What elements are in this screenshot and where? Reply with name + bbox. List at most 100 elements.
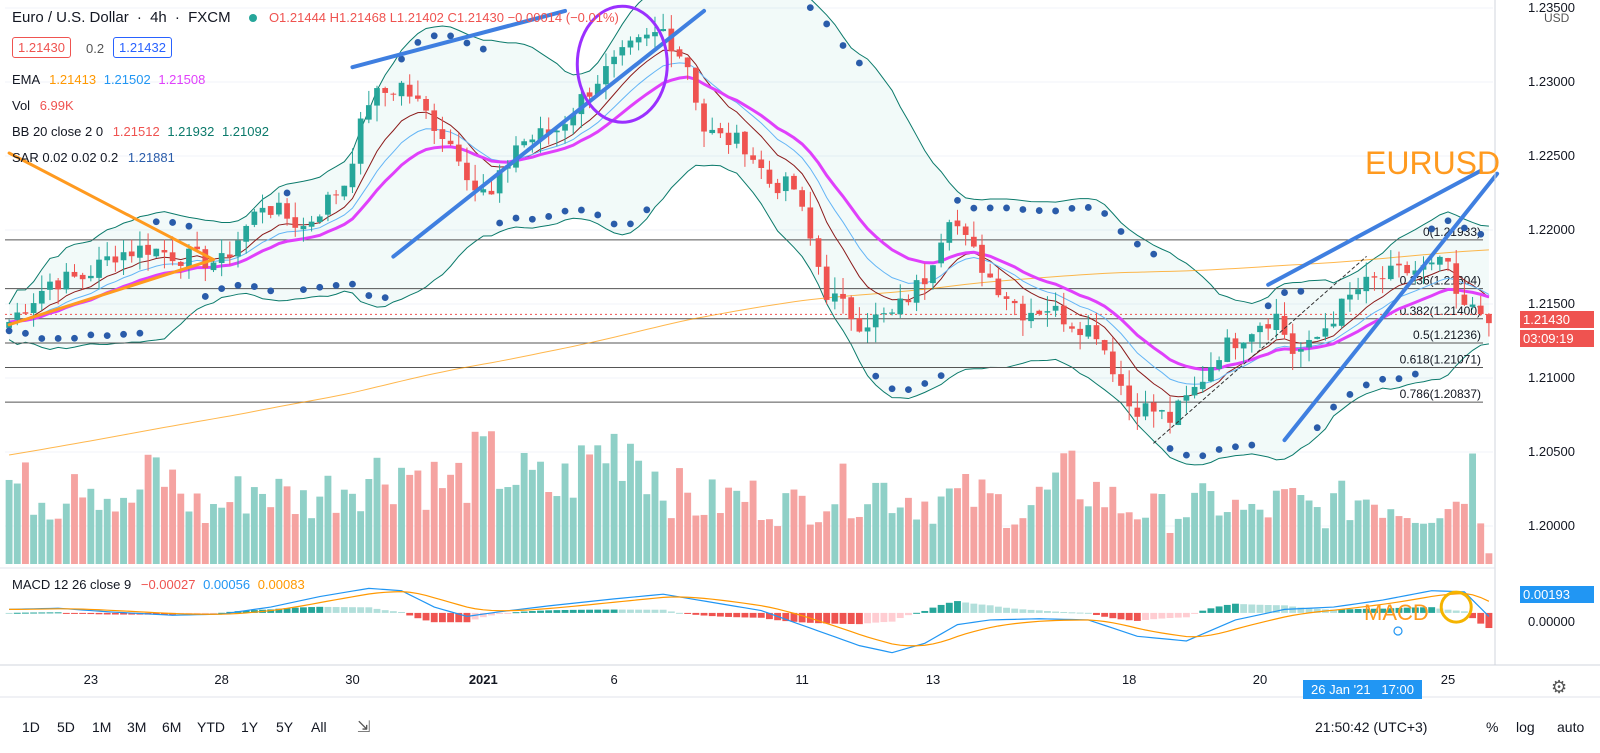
volume-bar	[1223, 512, 1231, 564]
sar-legend[interactable]: SAR 0.02 0.02 0.2 1.21881	[12, 150, 175, 165]
volume-bar	[676, 468, 683, 564]
macd-histogram-bar	[1035, 610, 1043, 613]
candle-body	[398, 82, 405, 97]
macd-histogram-bar	[1076, 612, 1084, 614]
candle-body	[1445, 258, 1451, 262]
macd-histogram-bar	[54, 612, 62, 614]
volume-bar	[275, 478, 283, 564]
macd-histogram-bar	[937, 604, 945, 613]
candle-body	[1338, 298, 1345, 326]
candle-body	[63, 271, 70, 290]
volume-bar	[1387, 509, 1395, 564]
sar-dot	[823, 20, 831, 28]
sar-dot	[1166, 445, 1174, 452]
y-tick-label: 1.23000	[1528, 74, 1575, 89]
candle-body	[455, 144, 462, 162]
eurusd-annotation[interactable]: EURUSD	[1365, 145, 1501, 181]
sar-dot	[169, 219, 177, 226]
volume-bar	[259, 493, 266, 564]
sell-price-button[interactable]: 1.21430	[12, 37, 71, 58]
macd-histogram-bar	[569, 609, 577, 613]
buy-price-button[interactable]: 1.21432	[113, 37, 172, 58]
volume-bar	[1207, 491, 1215, 564]
bb-legend[interactable]: BB 20 close 2 0 1.21512 1.21932 1.21092	[12, 124, 269, 139]
macd-histogram-bar	[1248, 604, 1256, 613]
sar-dot	[5, 327, 13, 335]
volume-bar	[340, 489, 348, 564]
wedge-upper-trendline	[1266, 168, 1483, 287]
volume-bar	[1232, 499, 1239, 564]
volume-bar	[880, 482, 888, 564]
symbol-title[interactable]: Euro / U.S. Dollar · 4h · FXCM O1.21444 …	[12, 9, 619, 26]
macd-value-1: −0.00027	[140, 577, 196, 592]
sar-dot	[986, 204, 994, 212]
macd-histogram-bar	[308, 607, 316, 613]
timeframe-button-1d[interactable]: 1D	[22, 719, 40, 735]
macd-histogram-bar	[1133, 612, 1141, 621]
log-scale-button[interactable]: log	[1516, 719, 1535, 735]
macd-histogram-bar	[13, 612, 21, 614]
timeframe-button-ytd[interactable]: YTD	[197, 719, 225, 735]
timeframe-button-6m[interactable]: 6M	[162, 719, 182, 735]
candle-body	[357, 118, 364, 164]
timeframe-button-all[interactable]: All	[311, 719, 327, 735]
macd-histogram-bar	[299, 607, 307, 613]
volume-bar	[250, 487, 258, 564]
percent-scale-button[interactable]: %	[1486, 719, 1499, 735]
volume-bar	[103, 498, 111, 564]
macd-annotation[interactable]: MACD	[1364, 600, 1429, 625]
macd-histogram-bar	[610, 609, 618, 613]
symbol-name: Euro / U.S. Dollar	[12, 9, 129, 26]
macd-histogram-bar	[201, 612, 209, 614]
candle-body	[415, 95, 421, 99]
candle-body	[1289, 333, 1296, 354]
candle-body	[194, 246, 200, 250]
macd-legend[interactable]: MACD 12 26 close 9 −0.00027 0.00056 0.00…	[12, 577, 305, 592]
candle-body	[1363, 276, 1370, 292]
clock[interactable]: 21:50:42 (UTC+3)	[1315, 719, 1428, 735]
candle-body	[464, 162, 470, 181]
macd-histogram-bar	[913, 612, 921, 614]
volume-bar	[847, 518, 855, 564]
timeframe-button-5d[interactable]: 5D	[57, 719, 75, 735]
macd-histogram-bar	[618, 609, 626, 613]
macd-histogram-bar	[291, 607, 299, 613]
candle-body	[791, 175, 797, 190]
candle-body	[766, 169, 773, 184]
date-range-icon[interactable]: ⇲	[357, 719, 371, 736]
candle-body	[267, 206, 274, 215]
ema-legend[interactable]: EMA 1.21413 1.21502 1.21508	[12, 72, 205, 87]
volume-bar	[700, 514, 708, 564]
volume-legend[interactable]: Vol 6.99K	[12, 98, 74, 113]
timeframe-button-5y[interactable]: 5Y	[276, 719, 294, 735]
sar-dot	[545, 213, 553, 220]
drawings[interactable]	[7, 4, 1500, 444]
volume-bar	[667, 518, 675, 564]
ohlc-change: −0.00014 (−0.01%)	[507, 10, 619, 25]
candle-body	[496, 170, 503, 194]
timeframe-button-1y[interactable]: 1Y	[241, 719, 259, 735]
volume-bar	[1436, 518, 1444, 564]
macd-histogram-bar	[1142, 612, 1149, 620]
volume-bar	[1289, 488, 1297, 564]
volume-bar	[692, 515, 700, 564]
macd-histogram-bar	[71, 612, 78, 614]
candle-body	[79, 274, 86, 280]
volume-bar	[62, 503, 70, 564]
volume-bar	[815, 522, 822, 564]
macd-histogram-bar	[1043, 611, 1051, 613]
timeframe-button-1m[interactable]: 1M	[92, 719, 112, 735]
candle-body	[488, 190, 495, 195]
timeframe-button-3m[interactable]: 3M	[127, 719, 147, 735]
candle-body	[750, 155, 756, 160]
macd-histogram-bar	[250, 610, 258, 613]
volume-bar	[1084, 506, 1092, 564]
auto-scale-button[interactable]: auto	[1557, 719, 1585, 735]
candle-body	[521, 141, 528, 146]
volume-bar	[1019, 518, 1027, 564]
volume-bar	[152, 457, 160, 564]
volume-bar	[684, 492, 692, 564]
settings-gear-icon[interactable]: ⚙	[1551, 677, 1568, 697]
volume-bar	[111, 511, 119, 564]
